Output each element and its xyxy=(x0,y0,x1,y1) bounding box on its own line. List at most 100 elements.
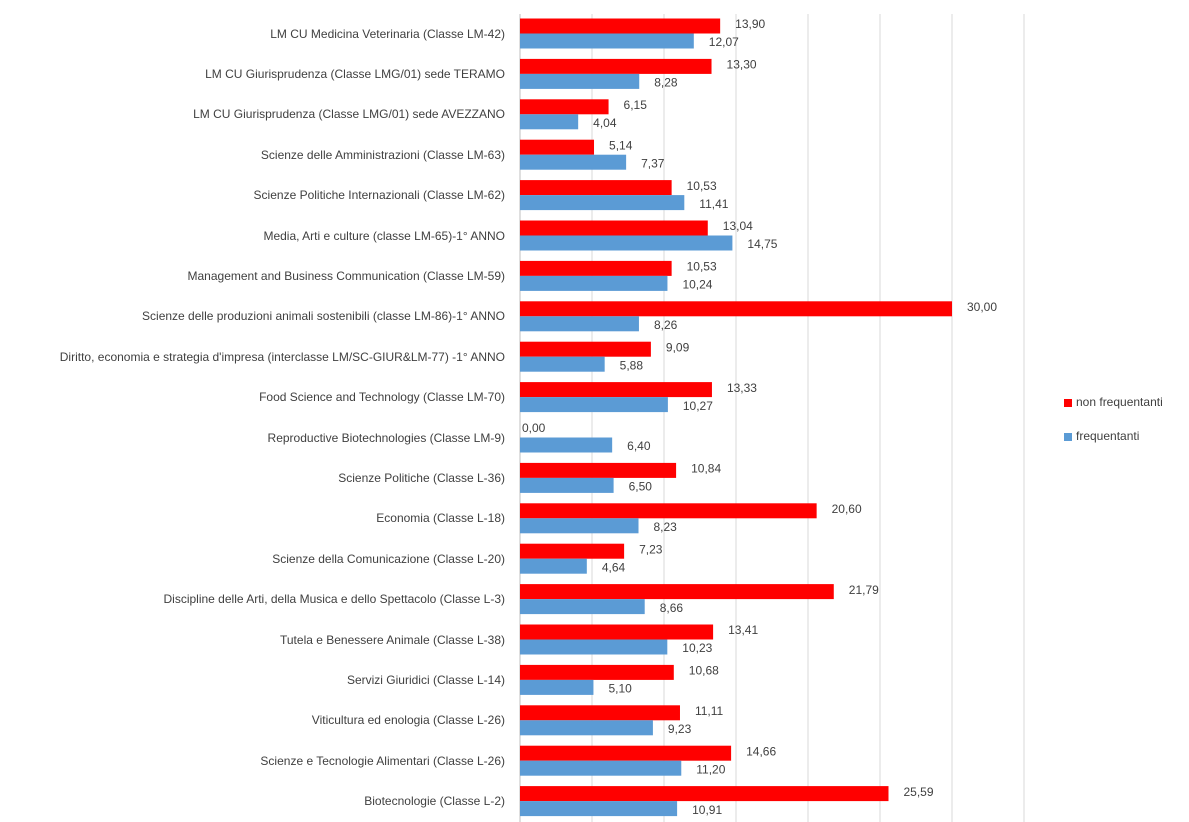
bar xyxy=(520,786,889,802)
bar xyxy=(520,584,834,600)
value-label: 4,04 xyxy=(593,116,617,130)
value-label: 8,23 xyxy=(654,520,678,534)
category-label: Media, Arti e culture (classe LM-65)-1° … xyxy=(263,216,505,256)
bar xyxy=(520,664,674,680)
category-text: Viticultura ed enologia (Classe L-26) xyxy=(311,713,505,728)
category-label: LM CU Giurisprudenza (Classe LMG/01) sed… xyxy=(205,54,505,94)
bar xyxy=(520,462,677,478)
bar xyxy=(520,154,627,170)
bar xyxy=(520,397,668,413)
category-label: Viticultura ed enologia (Classe L-26) xyxy=(312,701,505,741)
bar xyxy=(520,316,639,332)
bar xyxy=(520,639,668,655)
value-label: 9,09 xyxy=(666,340,690,354)
bar xyxy=(520,195,685,211)
category-label: Scienze e Tecnologie Alimentari (Classe … xyxy=(260,741,505,781)
value-label: 25,59 xyxy=(903,785,933,799)
value-label: 10,84 xyxy=(691,462,721,476)
category-text: Food Science and Technology (Classe LM-7… xyxy=(259,390,505,405)
category-label: Scienze della Comunicazione (Classe L-20… xyxy=(272,539,505,579)
bar xyxy=(520,180,672,196)
bar xyxy=(520,705,680,721)
value-label: 10,23 xyxy=(682,641,712,655)
value-label: 9,23 xyxy=(668,722,692,736)
category-text: Economia (Classe L-18) xyxy=(376,511,505,526)
value-label: 20,60 xyxy=(832,502,862,516)
category-text: Scienze e Tecnologie Alimentari (Classe … xyxy=(260,753,505,768)
category-label: Servizi Giuridici (Classe L-14) xyxy=(347,660,505,700)
value-label: 5,10 xyxy=(608,682,632,696)
category-text: LM CU Giurisprudenza (Classe LMG/01) sed… xyxy=(205,67,505,82)
bar xyxy=(520,139,595,155)
bar xyxy=(520,382,712,398)
value-label: 10,91 xyxy=(692,803,722,817)
category-label: Tutela e Benessere Animale (Classe L-38) xyxy=(280,620,505,660)
category-label: Biotecnologie (Classe L-2) xyxy=(364,782,505,822)
value-label: 4,64 xyxy=(602,560,626,574)
bar xyxy=(520,599,645,615)
value-label: 10,53 xyxy=(687,260,717,274)
category-text: Scienze delle Amministrazioni (Classe LM… xyxy=(260,147,505,162)
value-label: 12,07 xyxy=(709,35,739,49)
value-label: 5,88 xyxy=(620,358,644,372)
bar xyxy=(520,745,732,761)
bar xyxy=(520,220,708,236)
value-label: 10,68 xyxy=(689,664,719,678)
bar xyxy=(520,503,817,519)
legend-swatch xyxy=(1064,399,1072,407)
value-label: 0,00 xyxy=(522,421,546,435)
bar xyxy=(520,58,712,74)
bar xyxy=(520,437,613,453)
value-label: 7,23 xyxy=(639,542,663,556)
category-text: Scienze Politiche (Classe L-36) xyxy=(338,471,505,486)
value-label: 7,37 xyxy=(641,156,665,170)
value-label: 13,33 xyxy=(727,381,757,395)
category-label: Economia (Classe L-18) xyxy=(376,499,505,539)
category-label: Scienze Politiche (Classe L-36) xyxy=(338,458,505,498)
value-label: 11,11 xyxy=(695,704,724,718)
category-text: Diritto, economia e strategia d'impresa … xyxy=(59,349,505,364)
bar xyxy=(520,518,639,534)
bar xyxy=(520,73,640,89)
value-label: 13,41 xyxy=(728,623,758,637)
category-text: Biotecnologie (Classe L-2) xyxy=(364,794,505,809)
category-label: LM CU Medicina Veterinaria (Classe LM-42… xyxy=(270,14,505,54)
value-label: 5,14 xyxy=(609,138,633,152)
value-label: 13,90 xyxy=(735,17,765,31)
value-label: 6,50 xyxy=(629,480,653,494)
bar xyxy=(520,260,672,276)
value-label: 10,27 xyxy=(683,399,713,413)
category-text: LM CU Medicina Veterinaria (Classe LM-42… xyxy=(270,26,505,41)
bar xyxy=(520,720,653,736)
value-label: 8,26 xyxy=(654,318,678,332)
category-label: Scienze Politiche Internazionali (Classe… xyxy=(254,176,505,216)
bar xyxy=(520,543,625,559)
category-text: Servizi Giuridici (Classe L-14) xyxy=(346,673,505,688)
category-text: Scienze delle produzioni animali sosteni… xyxy=(142,309,505,324)
bar xyxy=(520,356,605,372)
value-label: 14,75 xyxy=(747,237,777,251)
bar xyxy=(520,275,668,291)
value-label: 10,24 xyxy=(682,278,712,292)
category-label: Diritto, economia e strategia d'impresa … xyxy=(60,337,505,377)
bar xyxy=(520,33,694,49)
bar xyxy=(520,235,733,251)
bar xyxy=(520,679,594,695)
value-label: 30,00 xyxy=(967,300,997,314)
category-label: Scienze delle Amministrazioni (Classe LM… xyxy=(261,135,505,175)
value-label: 8,66 xyxy=(660,601,684,615)
value-label: 13,04 xyxy=(723,219,753,233)
category-text: Discipline delle Arti, della Musica e de… xyxy=(163,592,506,607)
category-label: Food Science and Technology (Classe LM-7… xyxy=(259,378,505,418)
value-label: 11,20 xyxy=(696,762,725,776)
bar xyxy=(520,301,952,317)
bar xyxy=(520,114,579,130)
category-text: LM CU Giurisprudenza (Classe LMG/01) sed… xyxy=(193,107,505,122)
category-text: Management and Business Communication (C… xyxy=(187,269,505,284)
bar xyxy=(520,477,614,493)
value-label: 8,28 xyxy=(654,76,678,90)
category-text: Reproductive Biotechnologies (Classe LM-… xyxy=(267,430,505,445)
category-text: Media, Arti e culture (classe LM-65)-1° … xyxy=(263,228,505,243)
category-text: Scienze della Comunicazione (Classe L-20… xyxy=(272,551,505,566)
